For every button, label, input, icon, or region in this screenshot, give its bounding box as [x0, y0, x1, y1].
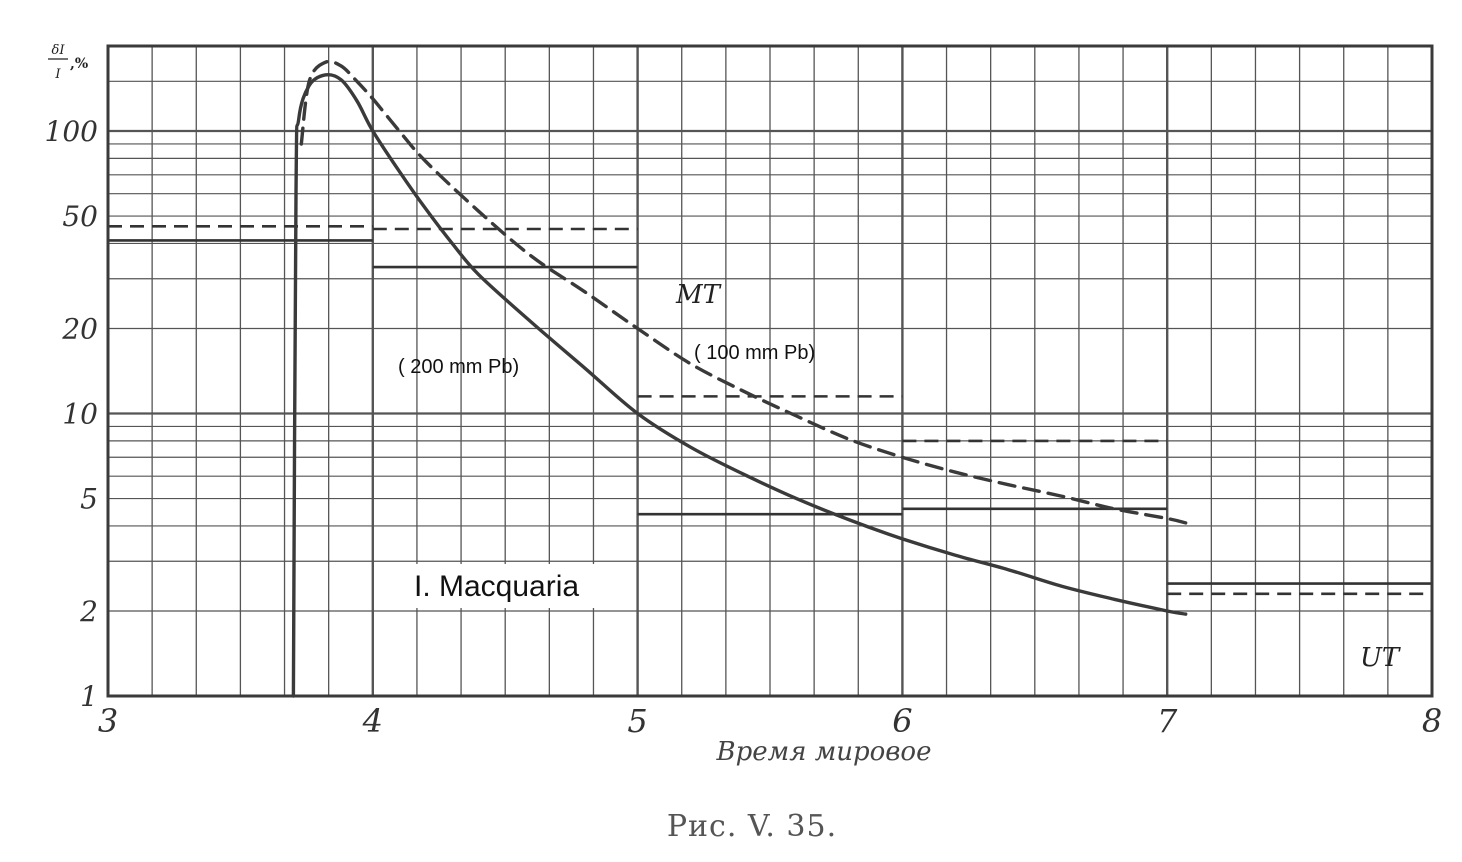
- y-axis-label-unit: ,%: [70, 56, 88, 72]
- x-tick-label: 7: [1157, 702, 1178, 740]
- y-tick-label: 20: [61, 312, 98, 345]
- annotation-station: I. Macquaria: [414, 570, 579, 603]
- series-dashed-100mm-pb: [299, 59, 1188, 525]
- y-tick-labels: 1 2 5 10 20 50 100: [45, 115, 98, 713]
- y-tick-label: 50: [62, 200, 98, 233]
- plot-frame: [106, 44, 1434, 698]
- x-tick-label: 6: [892, 702, 912, 740]
- y-axis-label-denominator: I: [54, 67, 61, 82]
- x-tick-label: 8: [1422, 702, 1442, 740]
- x-tick-label: 3: [98, 702, 118, 740]
- hourly-mean-levels: [108, 225, 1432, 596]
- y-tick-label: 10: [62, 398, 98, 431]
- y-tick-label: 1: [80, 680, 98, 713]
- annotation-ut: UT: [1360, 643, 1401, 673]
- figure-caption: Рис. V. 35.: [667, 809, 837, 844]
- annotation-100mm-pb: ( 100 mm Pb): [694, 342, 815, 364]
- x-tick-label: 4: [362, 702, 383, 740]
- y-tick-label: 2: [79, 595, 98, 628]
- series-solid-200mm-pb: [291, 72, 1188, 698]
- y-axis-label-numerator: δI: [52, 43, 66, 58]
- grid: [106, 45, 1434, 697]
- annotation-mt: MT: [675, 280, 722, 310]
- annotation-200mm-pb: ( 200 mm Pb): [398, 356, 519, 378]
- x-tick-labels: 3 4 5 6 7 8: [98, 702, 1442, 740]
- station-label-background: [404, 564, 610, 608]
- y-tick-label: 100: [45, 115, 98, 148]
- curves: [291, 59, 1188, 698]
- x-axis-label: Время мировое: [716, 737, 932, 767]
- y-tick-label: 5: [80, 483, 98, 516]
- x-tick-label: 5: [627, 702, 647, 740]
